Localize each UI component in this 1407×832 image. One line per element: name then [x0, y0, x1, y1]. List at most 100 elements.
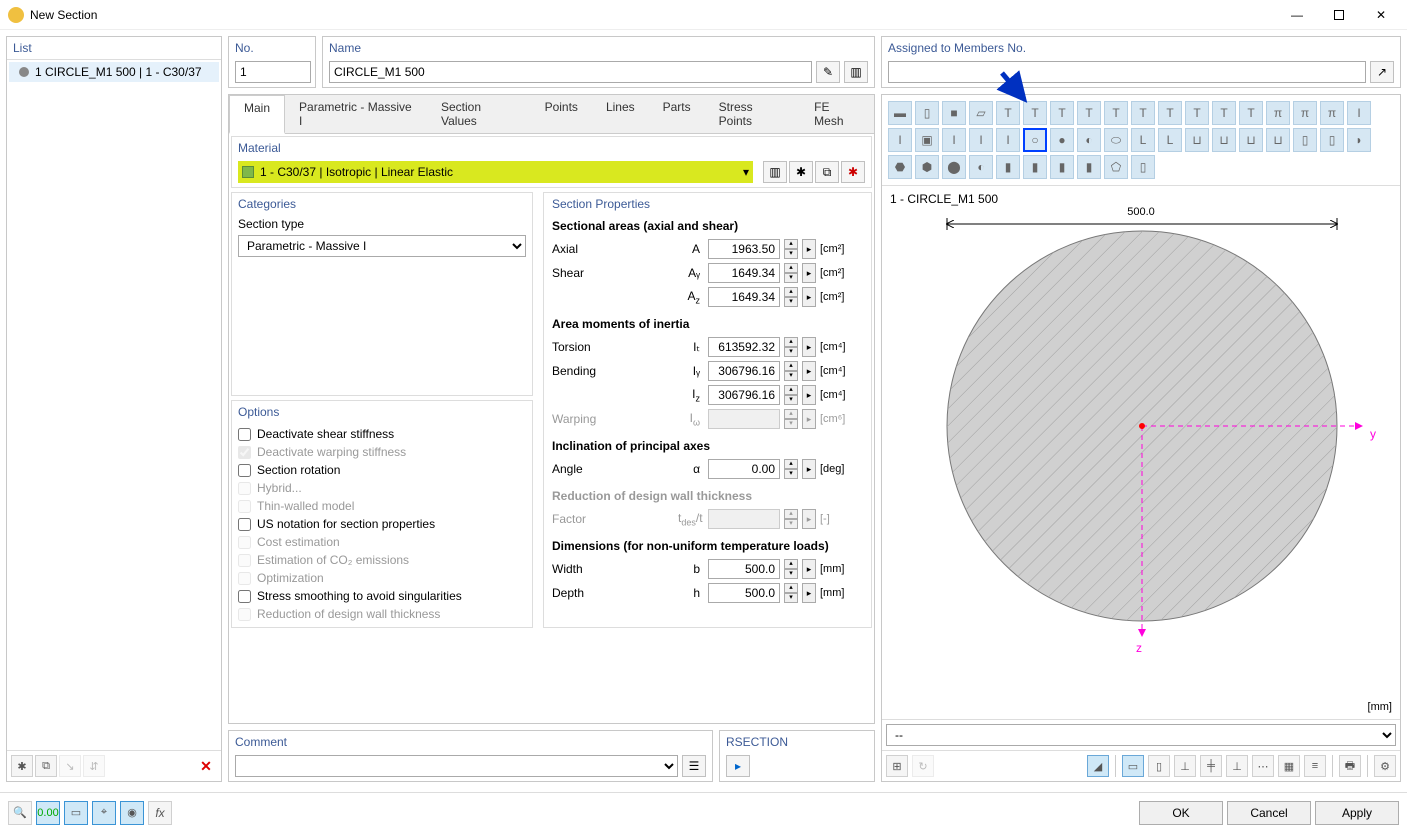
- footer-btn-1[interactable]: 🔍: [8, 801, 32, 825]
- material-copy-button[interactable]: ⧉: [815, 161, 839, 183]
- shape-button-11[interactable]: T: [1185, 101, 1209, 125]
- prop-value-input[interactable]: [708, 263, 780, 283]
- name-library-button[interactable]: ▥: [844, 61, 868, 83]
- spinner[interactable]: ▴▾: [784, 239, 798, 259]
- spinner[interactable]: ▴▾: [784, 385, 798, 405]
- comment-edit-button[interactable]: ☰: [682, 755, 706, 777]
- close-button[interactable]: ✕: [1367, 5, 1395, 25]
- copy-item-button[interactable]: ⧉: [35, 755, 57, 777]
- option-deactivate-shear-stiffness[interactable]: Deactivate shear stiffness: [238, 425, 526, 443]
- list-item[interactable]: 1 CIRCLE_M1 500 | 1 - C30/37: [9, 62, 219, 82]
- prop-value-input[interactable]: [708, 385, 780, 405]
- prop-more-button[interactable]: ▸: [802, 361, 816, 381]
- option-checkbox[interactable]: [238, 590, 251, 603]
- shape-button-41[interactable]: ▮: [1023, 155, 1047, 179]
- footer-btn-5[interactable]: ◉: [120, 801, 144, 825]
- spinner[interactable]: ▴▾: [784, 287, 798, 307]
- tab-points[interactable]: Points: [531, 95, 592, 133]
- view-btn-4[interactable]: ▭: [1122, 755, 1144, 777]
- shape-button-37[interactable]: ⬢: [915, 155, 939, 179]
- shape-button-14[interactable]: π: [1266, 101, 1290, 125]
- delete-item-button[interactable]: ✕: [195, 755, 217, 777]
- shape-button-38[interactable]: ⬤: [942, 155, 966, 179]
- footer-btn-6[interactable]: fx: [148, 801, 172, 825]
- shape-button-18[interactable]: I: [888, 128, 912, 152]
- preview-dropdown[interactable]: --: [886, 724, 1396, 746]
- view-btn-6[interactable]: ⊥: [1174, 755, 1196, 777]
- option-section-rotation[interactable]: Section rotation: [238, 461, 526, 479]
- shape-button-29[interactable]: ⊔: [1185, 128, 1209, 152]
- view-btn-10[interactable]: ▦: [1278, 755, 1300, 777]
- assigned-input[interactable]: [888, 61, 1366, 83]
- prop-value-input[interactable]: [708, 559, 780, 579]
- assigned-pick-button[interactable]: ↗: [1370, 61, 1394, 83]
- prop-more-button[interactable]: ▸: [802, 385, 816, 405]
- no-input[interactable]: [235, 61, 311, 83]
- shape-button-21[interactable]: I: [969, 128, 993, 152]
- view-btn-8[interactable]: ⊥: [1226, 755, 1248, 777]
- tab-parametric-massive-i[interactable]: Parametric - Massive I: [285, 95, 427, 133]
- shape-button-25[interactable]: ◐: [1077, 128, 1101, 152]
- name-edit-button[interactable]: ✎: [816, 61, 840, 83]
- new-item-button[interactable]: ✱: [11, 755, 33, 777]
- shape-button-9[interactable]: T: [1131, 101, 1155, 125]
- spinner[interactable]: ▴▾: [784, 361, 798, 381]
- spinner[interactable]: ▴▾: [784, 459, 798, 479]
- material-new-button[interactable]: ✱: [789, 161, 813, 183]
- tab-parts[interactable]: Parts: [649, 95, 705, 133]
- shape-button-27[interactable]: L: [1131, 128, 1155, 152]
- prop-more-button[interactable]: ▸: [802, 459, 816, 479]
- footer-btn-3[interactable]: ▭: [64, 801, 88, 825]
- view-btn-3[interactable]: ◢: [1087, 755, 1109, 777]
- shape-button-19[interactable]: ▣: [915, 128, 939, 152]
- shape-button-36[interactable]: ⬣: [888, 155, 912, 179]
- prop-more-button[interactable]: ▸: [802, 559, 816, 579]
- spinner[interactable]: ▴▾: [784, 337, 798, 357]
- option-us-notation-for-section-proper[interactable]: US notation for section properties: [238, 515, 526, 533]
- tab-main[interactable]: Main: [229, 95, 285, 134]
- spinner[interactable]: ▴▾: [784, 263, 798, 283]
- shape-button-1[interactable]: ▯: [915, 101, 939, 125]
- shape-button-6[interactable]: T: [1050, 101, 1074, 125]
- shape-button-30[interactable]: ⊔: [1212, 128, 1236, 152]
- shape-button-42[interactable]: ▮: [1050, 155, 1074, 179]
- footer-btn-4[interactable]: ⌖: [92, 801, 116, 825]
- tab-section-values[interactable]: Section Values: [427, 95, 531, 133]
- shape-button-39[interactable]: ◐: [969, 155, 993, 179]
- shape-button-24[interactable]: ●: [1050, 128, 1074, 152]
- shape-button-2[interactable]: ■: [942, 101, 966, 125]
- cancel-button[interactable]: Cancel: [1227, 801, 1311, 825]
- maximize-button[interactable]: [1325, 5, 1353, 25]
- shape-button-44[interactable]: ⬠: [1104, 155, 1128, 179]
- comment-input[interactable]: [235, 755, 678, 777]
- shape-button-7[interactable]: T: [1077, 101, 1101, 125]
- print-button[interactable]: 🖶: [1339, 755, 1361, 777]
- prop-more-button[interactable]: ▸: [802, 583, 816, 603]
- shape-button-15[interactable]: π: [1293, 101, 1317, 125]
- prop-value-input[interactable]: [708, 239, 780, 259]
- shape-button-23[interactable]: ○: [1023, 128, 1047, 152]
- shape-button-32[interactable]: ⊔: [1266, 128, 1290, 152]
- minimize-button[interactable]: —: [1283, 5, 1311, 25]
- preview-canvas[interactable]: 1 - CIRCLE_M1 500: [882, 186, 1400, 719]
- prop-more-button[interactable]: ▸: [802, 337, 816, 357]
- tab-fe-mesh[interactable]: FE Mesh: [800, 95, 874, 133]
- name-input[interactable]: [329, 61, 812, 83]
- shape-button-12[interactable]: T: [1212, 101, 1236, 125]
- shape-button-8[interactable]: T: [1104, 101, 1128, 125]
- material-select[interactable]: 1 - C30/37 | Isotropic | Linear Elastic …: [238, 161, 753, 183]
- shape-button-13[interactable]: T: [1239, 101, 1263, 125]
- shape-button-40[interactable]: ▮: [996, 155, 1020, 179]
- shape-button-3[interactable]: ▱: [969, 101, 993, 125]
- shape-button-33[interactable]: ▯: [1293, 128, 1317, 152]
- view-btn-11[interactable]: ≡: [1304, 755, 1326, 777]
- shape-button-16[interactable]: π: [1320, 101, 1344, 125]
- ok-button[interactable]: OK: [1139, 801, 1223, 825]
- prop-value-input[interactable]: [708, 287, 780, 307]
- view-btn-2[interactable]: ↻: [912, 755, 934, 777]
- tab-lines[interactable]: Lines: [592, 95, 649, 133]
- material-delete-button[interactable]: ✱: [841, 161, 865, 183]
- tool-button-1[interactable]: ↘: [59, 755, 81, 777]
- shape-button-28[interactable]: L: [1158, 128, 1182, 152]
- view-btn-1[interactable]: ⊞: [886, 755, 908, 777]
